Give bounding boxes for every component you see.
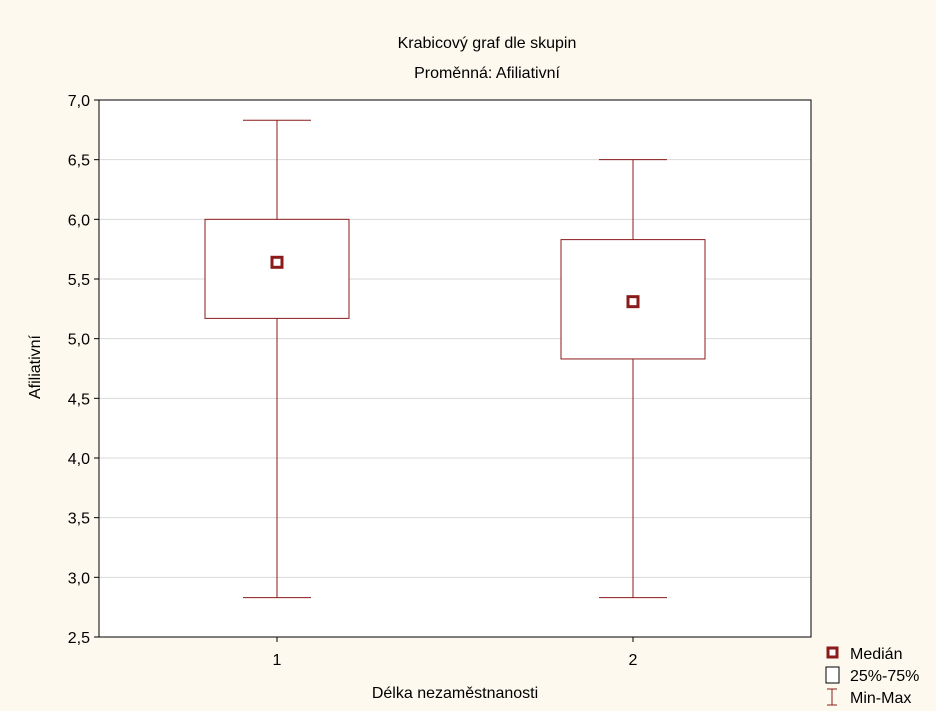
y-tick-label: 6,5 bbox=[68, 153, 90, 170]
legend-median-icon bbox=[826, 646, 839, 659]
iqr-box bbox=[204, 218, 350, 319]
x-axis-label: Délka nezaměstnanosti bbox=[372, 685, 538, 702]
y-tick-label: 2,5 bbox=[68, 630, 90, 647]
y-tick-label: 4,0 bbox=[68, 451, 90, 468]
legend-label-box: 25%-75% bbox=[850, 668, 919, 685]
chart-title: Krabicový graf dle skupin bbox=[398, 35, 577, 52]
plot-area bbox=[98, 99, 812, 638]
legend: Medián 25%-75% Min-Max bbox=[825, 646, 919, 707]
box-group-2 bbox=[560, 159, 706, 599]
x-tick-label: 2 bbox=[629, 652, 638, 669]
y-tick-label: 6,0 bbox=[68, 212, 90, 229]
y-tick-label: 5,0 bbox=[68, 332, 90, 349]
median-marker bbox=[626, 295, 640, 309]
median-marker bbox=[270, 255, 284, 269]
legend-label-median: Medián bbox=[850, 646, 902, 663]
y-tick-label: 4,5 bbox=[68, 391, 90, 408]
chart-subtitle: Proměnná: Afiliativní bbox=[414, 65, 560, 82]
y-axis-label: Afiliativní bbox=[27, 334, 44, 399]
y-tick-label: 7,0 bbox=[68, 93, 90, 110]
plot-background bbox=[99, 100, 811, 637]
x-tick-label: 1 bbox=[273, 652, 282, 669]
legend-box-icon bbox=[825, 666, 840, 684]
y-tick-label: 5,5 bbox=[68, 272, 90, 289]
axis-ticks: 2,5 3,0 3,5 4,0 4,5 5,0 5,5 6,0 6,5 7,0 1 2 bbox=[68, 93, 638, 669]
legend-label-minmax: Min-Max bbox=[850, 690, 911, 707]
box-group-1 bbox=[204, 119, 350, 599]
y-tick-label: 3,5 bbox=[68, 511, 90, 528]
plot-frame bbox=[98, 99, 812, 638]
y-tick-label: 3,0 bbox=[68, 570, 90, 587]
